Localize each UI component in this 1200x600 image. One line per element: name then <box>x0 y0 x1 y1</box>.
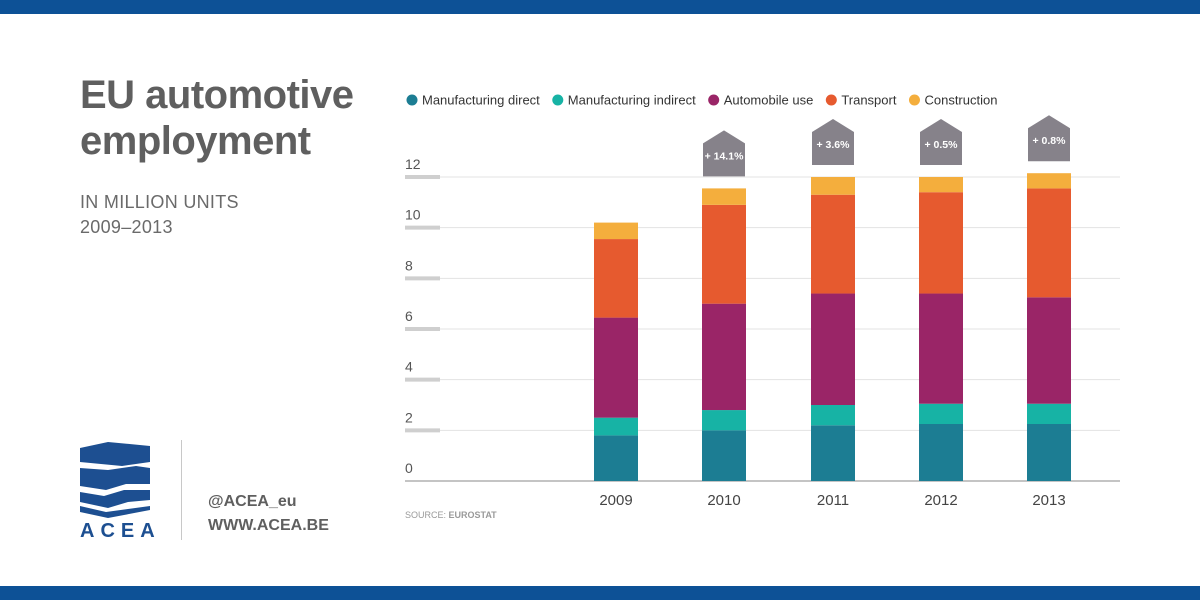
growth-badge <box>920 119 962 165</box>
legend-label: Manufacturing direct <box>422 93 540 108</box>
footer-divider <box>181 440 182 540</box>
growth-label: + 0.5% <box>925 139 959 151</box>
y-tick-label: 8 <box>405 257 413 273</box>
bar-segment <box>1027 188 1071 298</box>
bar-segment <box>811 177 855 195</box>
bar-segment <box>702 204 746 304</box>
top-brand-band <box>0 0 1200 14</box>
twitter-handle-link[interactable]: @ACEA_eu <box>208 493 297 510</box>
legend-label: Automobile use <box>724 93 814 108</box>
y-tick-label: 2 <box>405 409 413 425</box>
growth-badge <box>812 119 854 165</box>
x-tick-label: 2009 <box>599 492 632 509</box>
x-tick-label: 2013 <box>1032 492 1065 509</box>
bar-segment <box>919 403 963 424</box>
source-value: EUROSTAT <box>449 510 498 520</box>
legend-label: Transport <box>841 93 897 108</box>
bar-segment <box>702 410 746 431</box>
y-tick-label: 10 <box>405 207 421 223</box>
growth-badge <box>1028 115 1070 162</box>
subtitle-units: IN MILLION UNITS <box>80 192 239 212</box>
bar-segment <box>594 317 638 418</box>
bar-segment <box>919 293 963 404</box>
acea-logo <box>78 440 158 540</box>
legend-marker <box>825 94 837 106</box>
bar-segment <box>1027 403 1071 424</box>
bar-segment <box>594 435 638 481</box>
title-line-1: EU automotive <box>80 73 354 117</box>
legend-marker <box>406 94 418 106</box>
legend-marker <box>708 94 720 106</box>
legend-marker <box>552 94 564 106</box>
y-tick-label: 4 <box>405 359 413 375</box>
acea-logo-icon <box>80 442 150 518</box>
bar-segment <box>919 177 963 193</box>
bar-segment <box>594 417 638 436</box>
bar-segment <box>811 293 855 405</box>
bottom-brand-band <box>0 586 1200 600</box>
bar-segment <box>594 239 638 318</box>
legend-label: Construction <box>924 93 997 108</box>
y-tick-label: 6 <box>405 308 413 324</box>
bar-segment <box>919 192 963 294</box>
logo-wordmark: ACEA <box>80 520 161 542</box>
x-tick-label: 2011 <box>817 492 849 509</box>
y-tick-label: 12 <box>405 156 421 172</box>
growth-label: + 14.1% <box>705 150 744 162</box>
social-links: @ACEA_eu WWW.ACEA.BE <box>208 490 329 538</box>
page-title: EU automotive employment <box>80 72 380 164</box>
bar-segment <box>702 303 746 411</box>
source-label: SOURCE: <box>405 510 449 520</box>
bar-segment <box>1027 297 1071 404</box>
legend-label: Manufacturing indirect <box>568 93 696 108</box>
bar-segment <box>919 424 963 481</box>
bar-segment <box>811 425 855 481</box>
title-line-2: employment <box>80 119 311 163</box>
x-tick-label: 2010 <box>707 492 740 509</box>
subtitle-years: 2009–2013 <box>80 217 173 237</box>
bar-segment <box>1027 173 1071 189</box>
growth-label: + 0.8% <box>1033 135 1067 147</box>
source-note: SOURCE: EUROSTAT <box>405 510 497 520</box>
growth-badge <box>703 130 745 177</box>
bar-segment <box>702 430 746 481</box>
bar-segment <box>702 188 746 205</box>
bar-segment <box>811 194 855 294</box>
subtitle: IN MILLION UNITS 2009–2013 <box>80 190 239 240</box>
bar-segment <box>811 405 855 426</box>
growth-label: + 3.6% <box>817 139 851 151</box>
bar-segment <box>1027 424 1071 481</box>
legend-marker <box>908 94 920 106</box>
bar-segment <box>594 222 638 240</box>
website-link[interactable]: WWW.ACEA.BE <box>208 517 329 534</box>
y-tick-label: 0 <box>405 460 413 476</box>
x-tick-label: 2012 <box>924 492 957 509</box>
